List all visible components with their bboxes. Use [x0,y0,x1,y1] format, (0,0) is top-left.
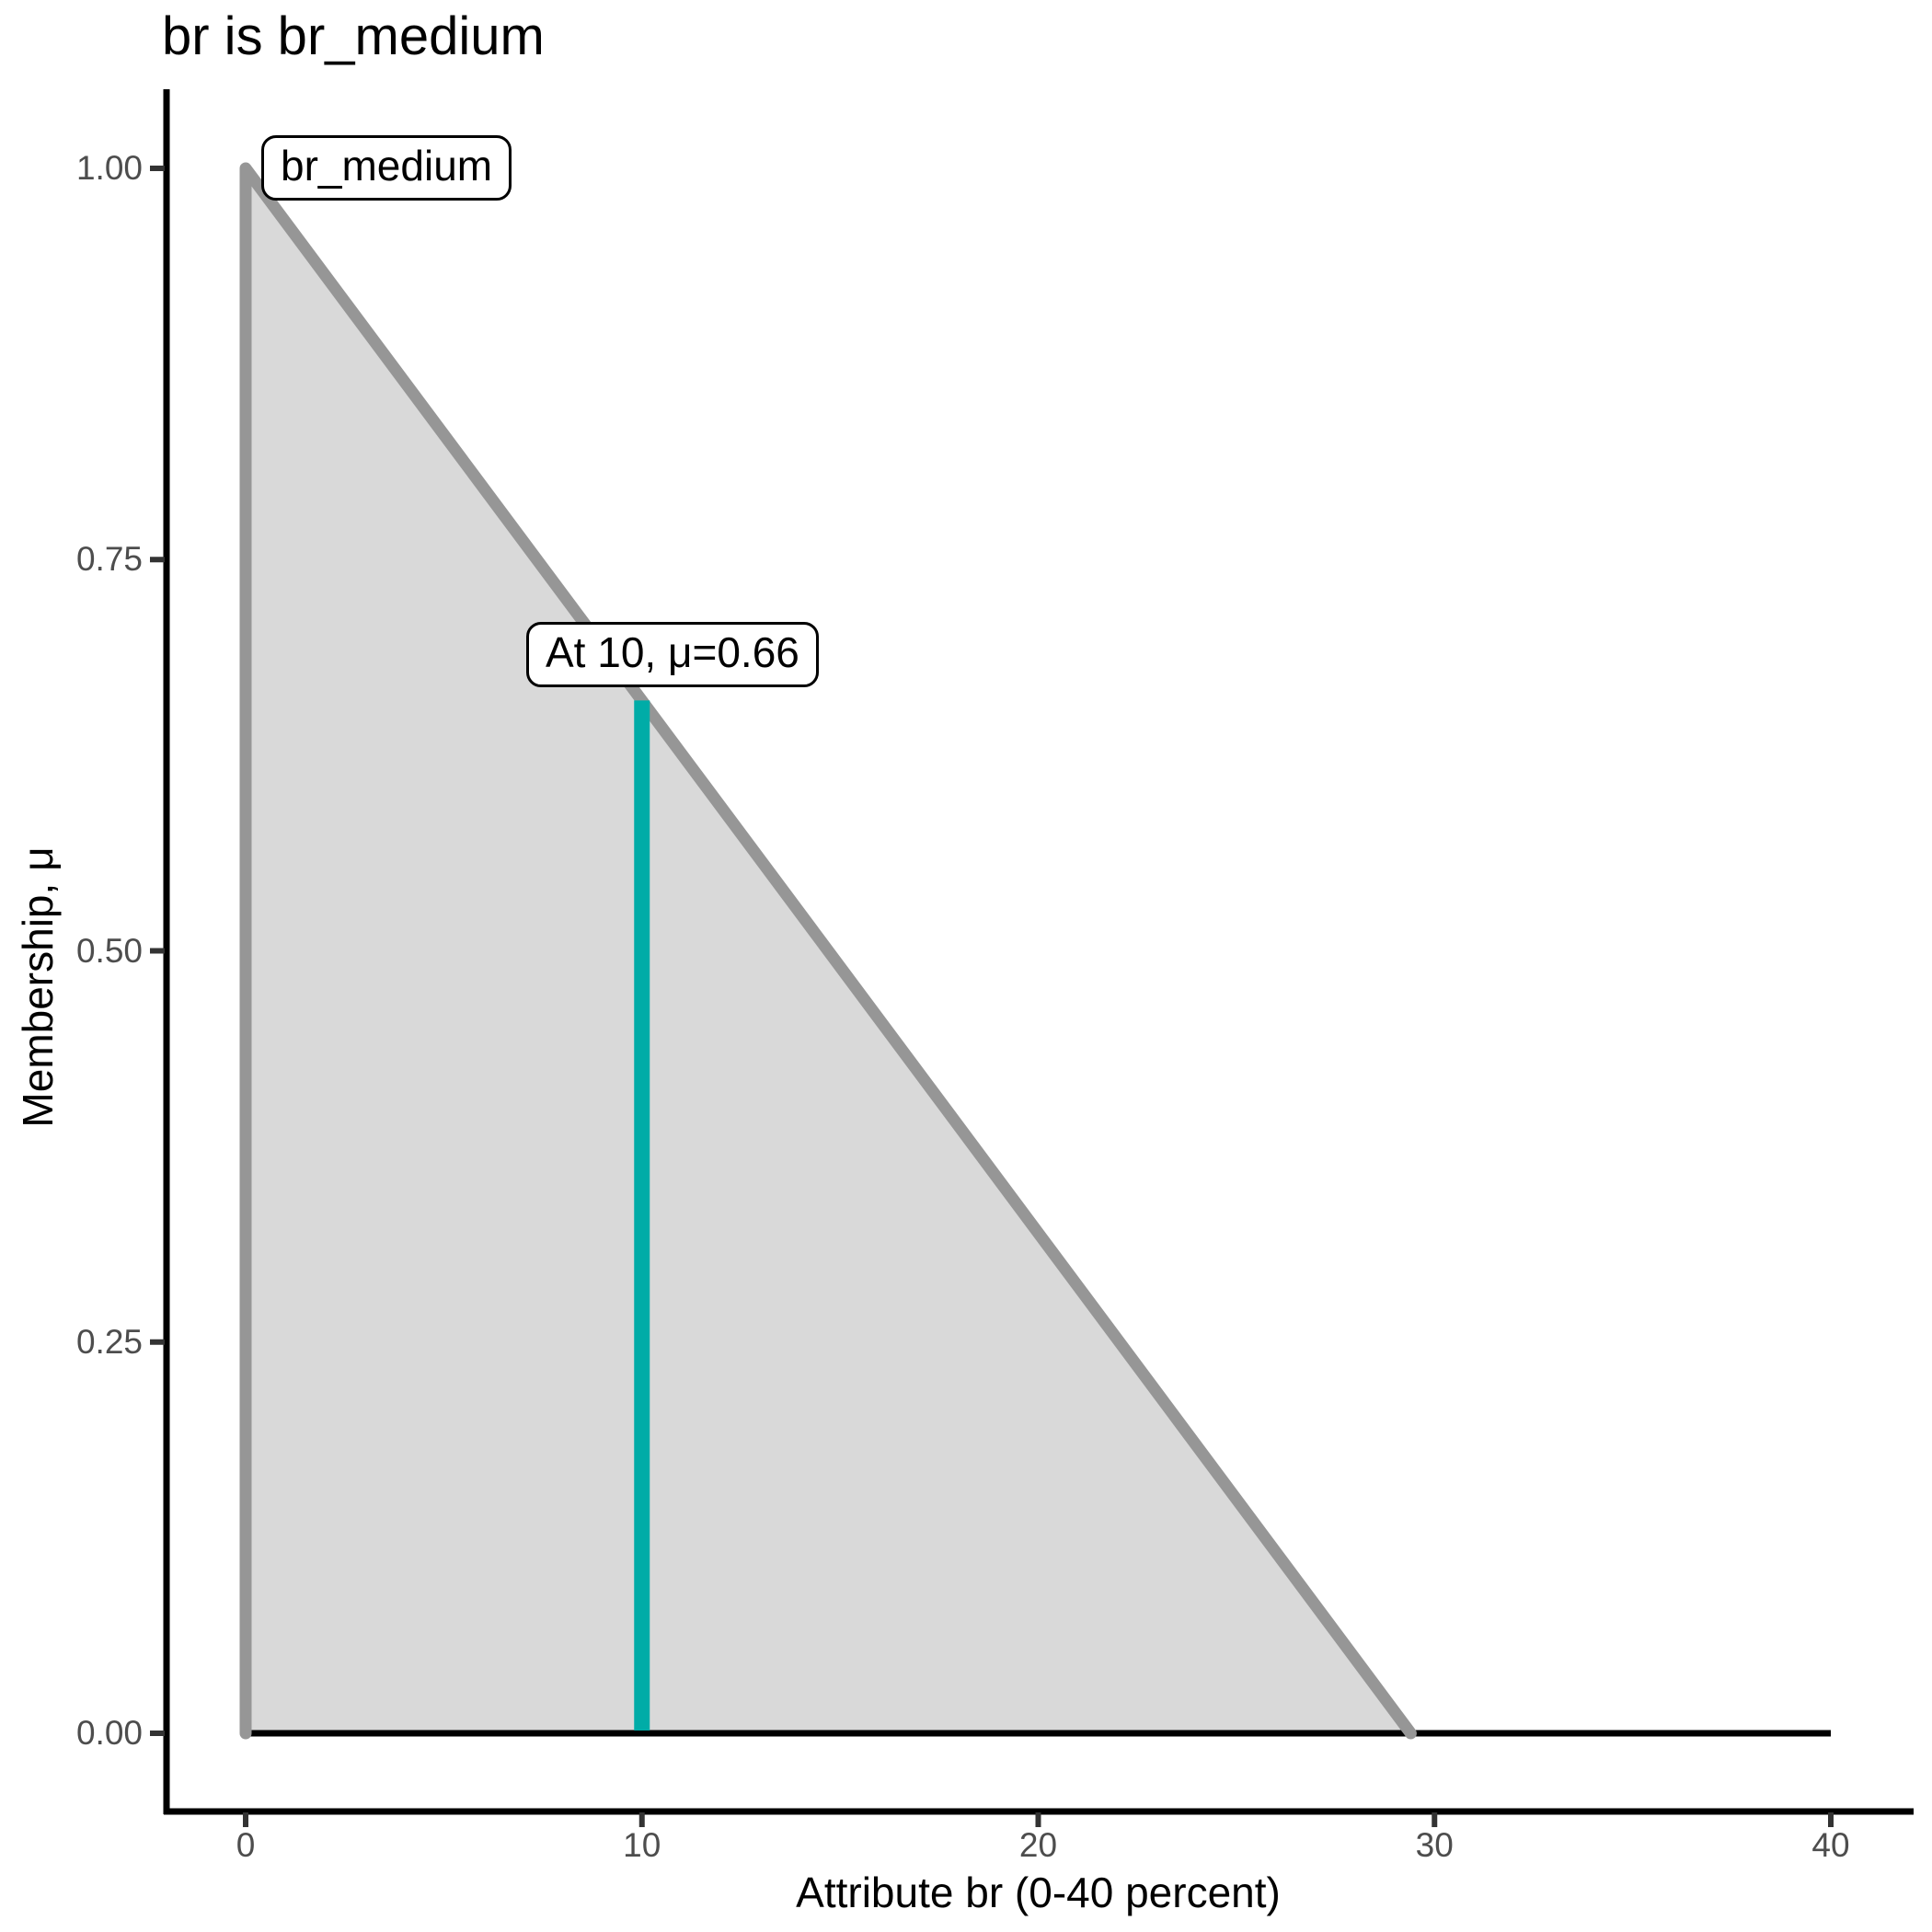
y-tick-label: 0.00 [75,1714,143,1752]
x-tick-label: 40 [1811,1826,1850,1864]
membership-outline [239,162,1417,1740]
y-tick-label: 0.50 [75,931,143,970]
membership-area [246,168,1831,1733]
chart-title: br is br_medium [162,6,545,66]
x-axis-title: Attribute br (0-40 percent) [796,1869,1281,1916]
y-tick-label: 0.25 [75,1322,143,1361]
x-tick-label: 30 [1415,1826,1454,1864]
x-tick-label: 0 [236,1826,256,1864]
x-tick-label: 10 [623,1826,661,1864]
y-tick-label: 1.00 [75,149,143,187]
x-tick-label: 20 [1018,1826,1058,1864]
peak-label: br_medium [261,135,512,201]
y-tick-label: 0.75 [75,540,143,579]
crisp-value-label: At 10, μ=0.66 [526,622,819,687]
y-axis-title: Membership, μ [14,846,62,1128]
